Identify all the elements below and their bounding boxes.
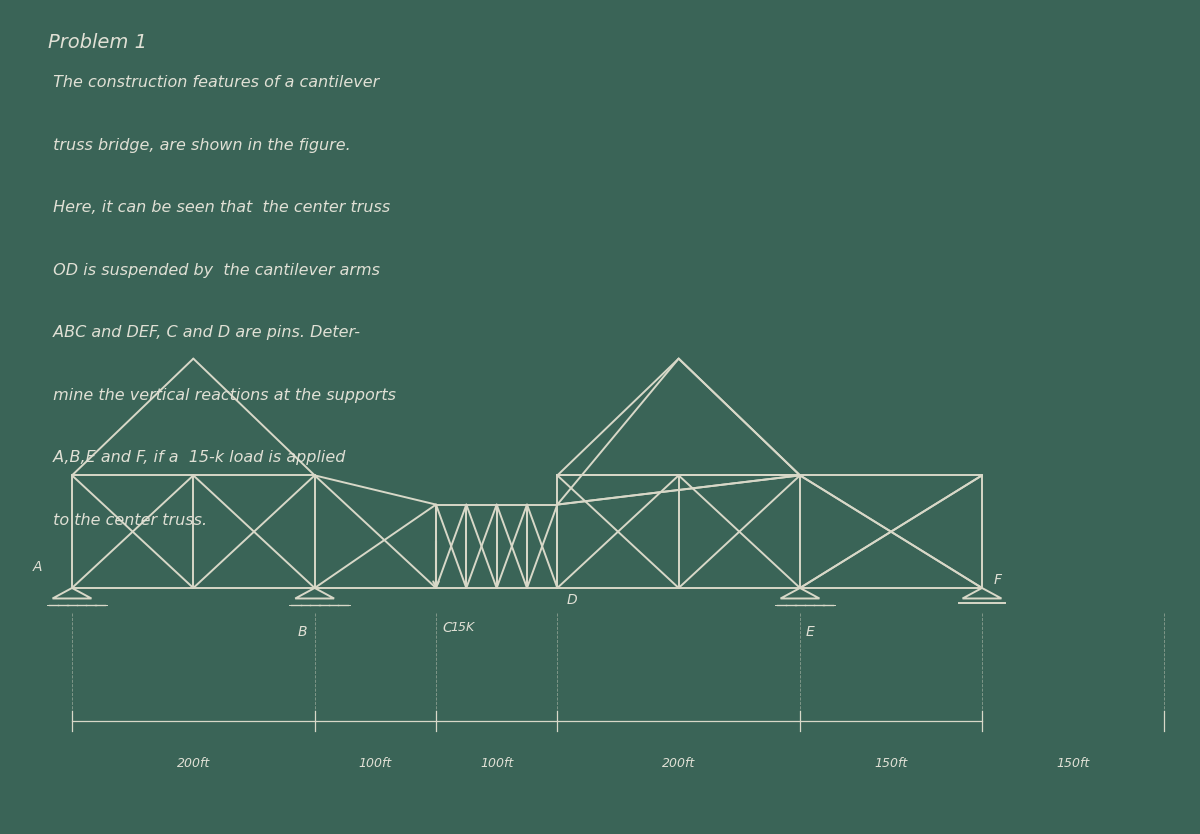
Text: D: D [566,594,577,607]
Text: 15K: 15K [450,621,475,635]
Text: to the center truss.: to the center truss. [48,513,208,528]
Text: A: A [32,560,42,574]
Text: B: B [298,626,307,640]
Text: F: F [994,573,1002,586]
Text: OD is suspended by  the cantilever arms: OD is suspended by the cantilever arms [48,263,380,278]
Text: Problem 1: Problem 1 [48,33,148,53]
Text: E: E [806,626,815,640]
Text: C: C [442,621,451,636]
Text: 150ft: 150ft [1056,756,1090,770]
Text: 200ft: 200ft [662,756,695,770]
Text: 200ft: 200ft [176,756,210,770]
Text: A,B,E and F, if a  15-k load is applied: A,B,E and F, if a 15-k load is applied [48,450,346,465]
Text: mine the vertical reactions at the supports: mine the vertical reactions at the suppo… [48,388,396,403]
Text: 100ft: 100ft [480,756,514,770]
Text: The construction features of a cantilever: The construction features of a cantileve… [48,75,379,90]
Text: ABC and DEF, C and D are pins. Deter-: ABC and DEF, C and D are pins. Deter- [48,325,360,340]
Text: 150ft: 150ft [875,756,907,770]
Text: 100ft: 100ft [359,756,392,770]
Text: truss bridge, are shown in the figure.: truss bridge, are shown in the figure. [48,138,350,153]
Text: Here, it can be seen that  the center truss: Here, it can be seen that the center tru… [48,200,390,215]
